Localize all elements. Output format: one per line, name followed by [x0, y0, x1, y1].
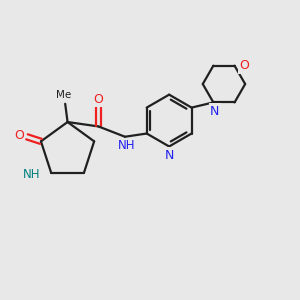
Text: O: O	[239, 59, 249, 72]
Text: O: O	[14, 129, 24, 142]
Text: N: N	[210, 105, 220, 118]
Text: Me: Me	[56, 90, 71, 100]
Text: NH: NH	[118, 139, 135, 152]
Text: NH: NH	[22, 168, 40, 181]
Text: N: N	[164, 149, 174, 162]
Text: O: O	[94, 93, 103, 106]
